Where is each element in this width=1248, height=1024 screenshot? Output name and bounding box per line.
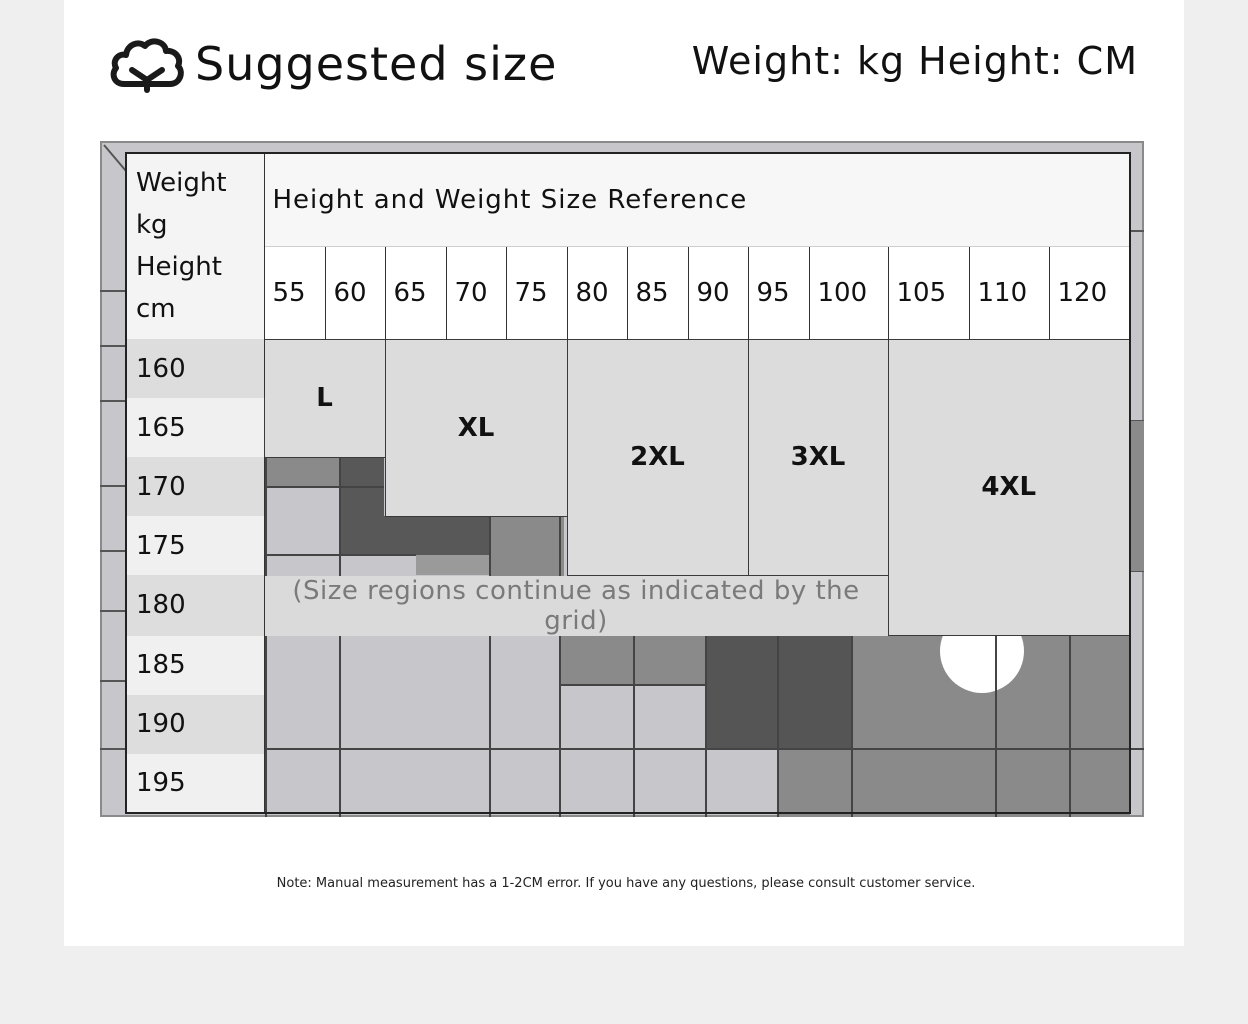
weight-header: 85 (626, 246, 688, 339)
weight-header: 110 (968, 246, 1049, 339)
grid-gap (385, 516, 567, 575)
weight-header: 55 (263, 246, 325, 339)
height-cell: 195 (125, 753, 265, 814)
weight-header: 100 (808, 246, 888, 339)
size-zone-3xl: 3XL (747, 338, 889, 576)
units-label: Weight: kg Height: CM (691, 39, 1138, 83)
size-table: Weight kg Height cm Height and Weight Si… (125, 152, 1132, 814)
size-zone-4xl: 4XL (887, 338, 1132, 636)
weight-header: 60 (324, 246, 385, 339)
weight-label: Weight (136, 168, 227, 198)
table-corner: Weight kg Height cm (125, 152, 265, 339)
height-cell: 175 (125, 516, 265, 575)
weight-header: 70 (445, 246, 506, 339)
cm-label: cm (136, 294, 176, 324)
table-heading: Height and Weight Size Reference (264, 152, 1132, 247)
height-cell: 160 (125, 339, 265, 398)
cloud-icon (110, 38, 184, 93)
continuation-note: (Size regions continue as indicated by t… (264, 575, 888, 636)
grid-gap (264, 457, 385, 575)
size-zone-2xl: 2XL (566, 338, 749, 576)
height-cell: 170 (125, 457, 265, 516)
weight-header: 80 (566, 246, 627, 339)
grid-gap (264, 635, 1132, 695)
weight-header: 95 (747, 246, 809, 339)
height-cell: 165 (125, 398, 265, 457)
kg-label: kg (136, 210, 168, 240)
height-cell: 185 (125, 635, 265, 695)
height-label: Height (136, 252, 222, 282)
grid-gap (264, 753, 1132, 814)
height-cell: 190 (125, 694, 265, 754)
size-zone-xl: XL (384, 338, 568, 517)
weight-header: 90 (687, 246, 748, 339)
weight-header: 65 (384, 246, 446, 339)
weight-header: 120 (1048, 246, 1132, 339)
weight-header: 75 (505, 246, 567, 339)
size-zone-l: L (263, 338, 386, 458)
height-cell: 180 (125, 575, 265, 636)
weight-header: 105 (887, 246, 969, 339)
measurement-note: Note: Manual measurement has a 1-2CM err… (276, 876, 976, 891)
grid-gap (264, 694, 1132, 754)
page-title: Suggested size (195, 37, 558, 91)
